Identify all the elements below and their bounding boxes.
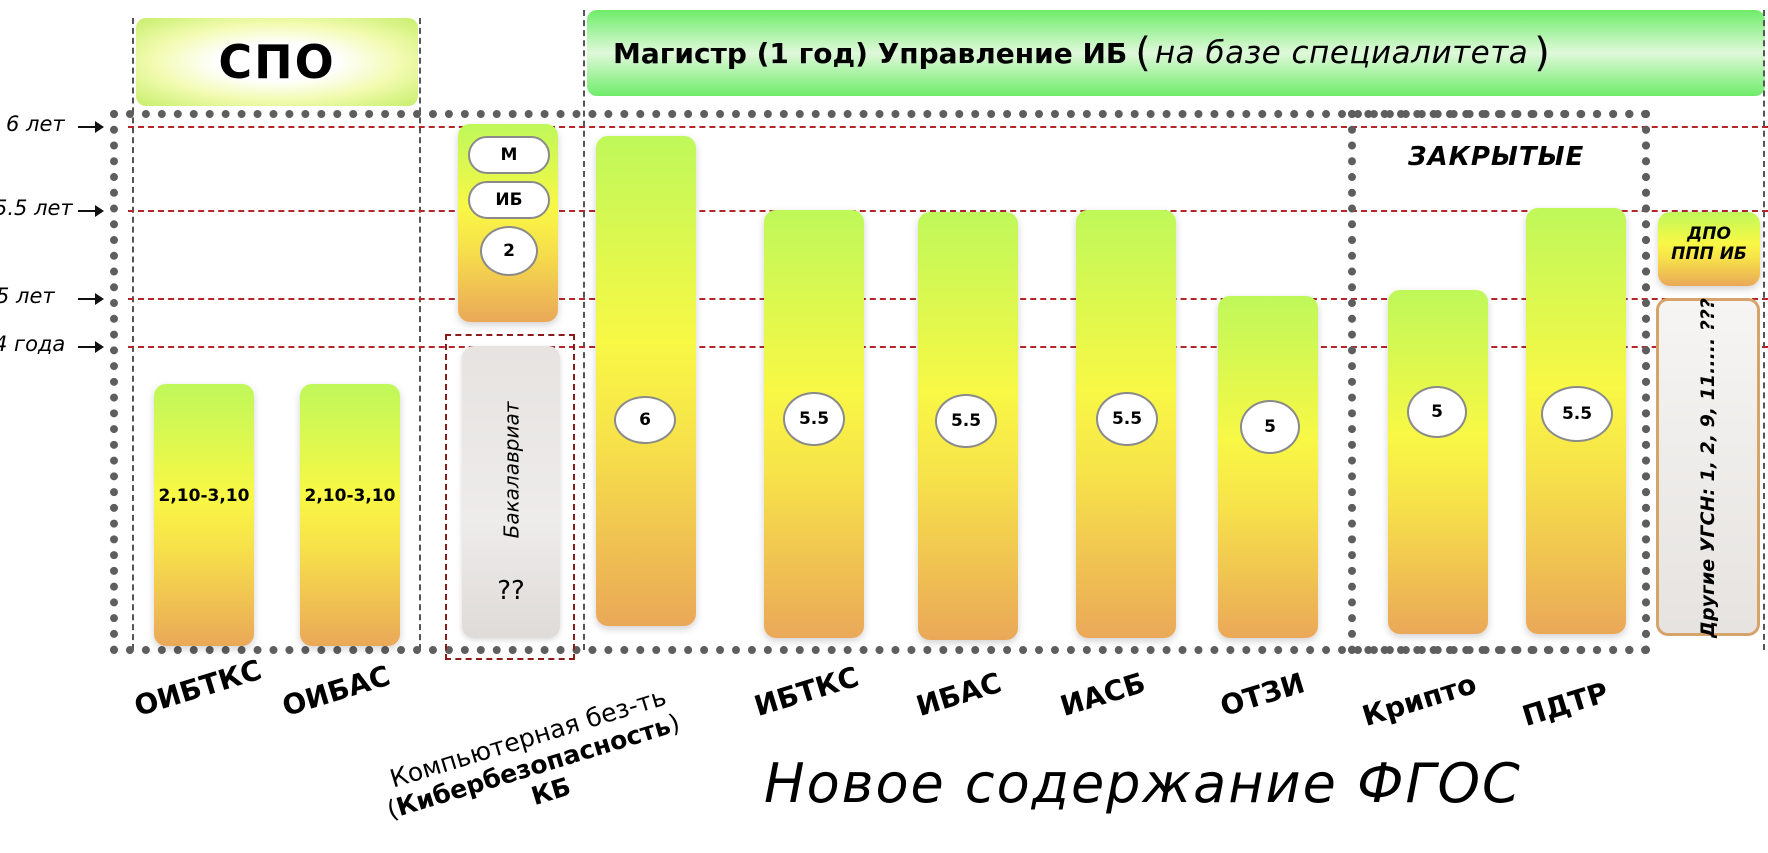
xlabel-pdtr: ПДТР [1518, 675, 1613, 733]
bachelor-value: ?? [497, 576, 525, 606]
magistr-banner: Магистр (1 год) Управление ИБ ( на базе … [587, 10, 1765, 96]
dpo-label: ДПО ППП ИБ [1658, 224, 1760, 264]
bar-kripto-value: 5 [1407, 386, 1467, 438]
bar-oibtks-value: 2,10-3,10 [158, 486, 250, 506]
xlabel-kripto: Крипто [1358, 667, 1481, 733]
spo-left-guide [132, 18, 134, 650]
year-line-5-5 [128, 210, 1768, 212]
bar-pdtr-value: 5.5 [1541, 386, 1613, 442]
arrow-right-icon [78, 121, 104, 133]
bachelor-title-wrap: Бакалавриат [461, 402, 561, 539]
magistr-paren-open: ( [1135, 30, 1151, 76]
dpo-box [1658, 212, 1760, 286]
bachelor-frame [445, 334, 575, 660]
year-label-4: 4 года [0, 332, 66, 356]
xlabel-iasb: ИАСБ [1056, 666, 1150, 723]
arrow-right-icon [78, 341, 104, 353]
dpo-line-2: ППП ИБ [1671, 244, 1747, 264]
magistr-paren-close: ) [1534, 30, 1550, 76]
other-ugsn-box [1656, 298, 1760, 636]
bar-kripto [1388, 290, 1488, 634]
bar-otzi [1218, 296, 1318, 638]
year-label-6: 6 лет [6, 112, 65, 136]
dpo-line-1: ДПО [1687, 224, 1731, 244]
closed-title: ЗАКРЫТЫЕ [1408, 142, 1585, 172]
bar-kb-value: 6 [614, 396, 676, 444]
magistr-title: Магистр (1 год) Управление ИБ [613, 36, 1128, 70]
magistr-right-guide [1763, 10, 1765, 650]
year-label-5-5: 5.5 лет [0, 196, 73, 220]
bar-otzi-value: 5 [1240, 400, 1300, 454]
bar-ibas-value: 5.5 [935, 394, 997, 448]
arrow-right-icon [78, 293, 104, 305]
spo-right-guide [419, 18, 421, 650]
bubble-ib: ИБ [468, 181, 550, 219]
year-line-6 [128, 126, 1768, 128]
footer-title: Новое содержание ФГОС [764, 752, 1522, 815]
xlabel-oibas: ОИБАС [278, 659, 394, 723]
magistr-left-guide [583, 10, 585, 650]
xlabel-otzi: ОТЗИ [1216, 666, 1309, 723]
year-label-5: 5 лет [0, 284, 55, 308]
bar-kb [596, 136, 696, 626]
bubble-m: М [468, 136, 550, 174]
other-ugsn-wrap: Другие УГСН: 1, 2, 9, 11..... ??? [1658, 298, 1758, 638]
xlabel-ibtks: ИБТКС [750, 660, 863, 723]
bar-oibas-value: 2,10-3,10 [304, 486, 396, 506]
bar-oibtks [154, 384, 254, 646]
bar-oibas [300, 384, 400, 646]
bar-iasb-value: 5.5 [1096, 392, 1158, 446]
xlabel-oibtks: ОИБТКС [130, 653, 266, 723]
arrow-right-icon [78, 205, 104, 217]
bachelor-title: Бакалавриат [499, 401, 523, 539]
spo-banner: СПО [136, 18, 418, 106]
closed-frame [1348, 110, 1650, 654]
xlabel-kb: Компьютерная без-ть (Кибербезопасность) … [384, 680, 692, 849]
magistr-subtitle: на базе специалитета [1154, 35, 1529, 71]
xlabel-ibas: ИБАС [912, 666, 1006, 723]
bar-ibtks-value: 5.5 [783, 392, 845, 446]
spo-title: СПО [218, 35, 336, 89]
bar-bachelor [462, 346, 560, 638]
bubble-2: 2 [480, 226, 538, 276]
other-ugsn-text: Другие УГСН: 1, 2, 9, 11..... ??? [1697, 298, 1719, 638]
